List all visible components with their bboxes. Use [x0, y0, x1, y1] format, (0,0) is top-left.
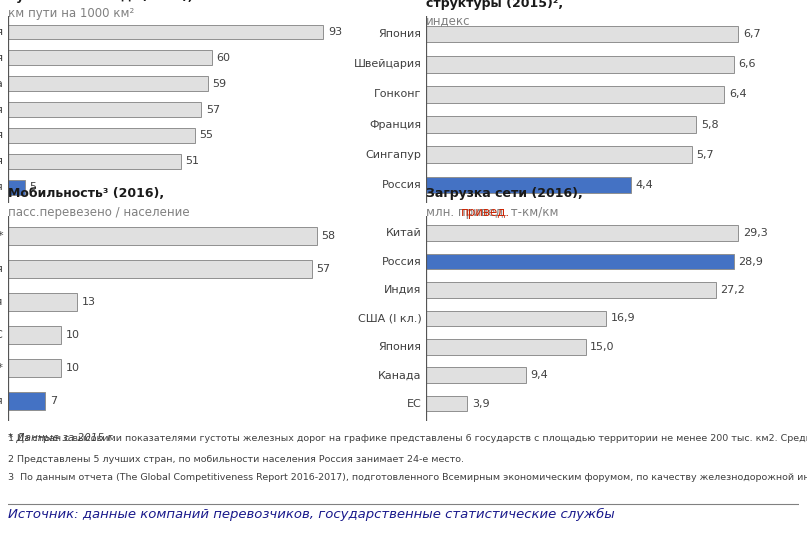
- Text: 93: 93: [328, 27, 342, 37]
- Text: 5,7: 5,7: [696, 150, 713, 159]
- Bar: [8, 392, 45, 410]
- Bar: [8, 50, 211, 65]
- Bar: [8, 103, 202, 117]
- Text: Россия: Россия: [0, 183, 3, 192]
- Text: 58: 58: [322, 231, 336, 241]
- Text: привед.: привед.: [462, 206, 510, 219]
- Text: 16,9: 16,9: [610, 314, 635, 323]
- Text: ЕС: ЕС: [407, 398, 421, 409]
- Text: Россия: Россия: [0, 396, 3, 406]
- Text: 28,9: 28,9: [738, 257, 763, 266]
- Text: 4,4: 4,4: [636, 180, 654, 190]
- Text: Источник: данные компаний перевозчиков, государственные статистические службы: Источник: данные компаний перевозчиков, …: [8, 508, 615, 521]
- Text: 2 Представлены 5 лучших стран, по мобильности населения Россия занимает 24-е мес: 2 Представлены 5 лучших стран, по мобиль…: [8, 455, 464, 465]
- Text: Мобильность³ (2016),: Мобильность³ (2016),: [8, 187, 164, 200]
- Text: Франция: Франция: [0, 130, 3, 141]
- Text: 55: 55: [199, 130, 213, 141]
- Bar: [8, 326, 61, 344]
- Bar: [8, 76, 208, 91]
- Text: Индия: Индия: [384, 285, 421, 295]
- Text: США (I кл.): США (I кл.): [358, 314, 421, 323]
- Bar: [426, 147, 692, 163]
- Text: ЮАР*: ЮАР*: [0, 363, 3, 373]
- Text: 9,4: 9,4: [530, 370, 548, 380]
- Text: 57: 57: [316, 264, 330, 274]
- Text: 59: 59: [212, 78, 227, 89]
- Text: 7: 7: [50, 396, 57, 406]
- Text: 27,2: 27,2: [721, 285, 745, 295]
- Text: Япония: Япония: [378, 342, 421, 352]
- Text: 60: 60: [216, 53, 230, 63]
- Bar: [426, 396, 467, 411]
- Text: 13: 13: [82, 297, 96, 307]
- Text: Сингапур: Сингапур: [366, 150, 421, 159]
- Text: 3  По данным отчета (The Global Competitiveness Report 2016-2017), подготовленно: 3 По данным отчета (The Global Competiti…: [8, 473, 807, 482]
- Bar: [426, 26, 738, 42]
- Text: пасс.перевезено / население: пасс.перевезено / население: [8, 206, 190, 219]
- Text: Густота сети ж.д¹ (2015),: Густота сети ж.д¹ (2015),: [8, 0, 193, 3]
- Text: Гонконг: Гонконг: [374, 90, 421, 99]
- Bar: [8, 359, 61, 377]
- Text: 29,3: 29,3: [742, 228, 767, 238]
- Text: индекс: индекс: [426, 14, 470, 27]
- Bar: [8, 293, 77, 311]
- Bar: [426, 339, 586, 354]
- Text: 6,4: 6,4: [729, 90, 746, 99]
- Text: Япония*: Япония*: [0, 231, 3, 241]
- Text: Россия: Россия: [382, 180, 421, 190]
- Text: Китай: Китай: [386, 228, 421, 238]
- Text: * Данные за 2015 г.: * Данные за 2015 г.: [8, 433, 116, 443]
- Text: Польша: Польша: [0, 78, 3, 89]
- Bar: [426, 253, 734, 270]
- Text: 6,7: 6,7: [742, 29, 760, 39]
- Bar: [426, 117, 696, 133]
- Bar: [8, 154, 181, 169]
- Text: Канада: Канада: [378, 370, 421, 380]
- Bar: [8, 128, 194, 143]
- Bar: [426, 367, 526, 383]
- Text: 1 Из стран с высокими показателями густоты железных дорог на графике представлен: 1 Из стран с высокими показателями густо…: [8, 434, 807, 442]
- Bar: [8, 227, 317, 245]
- Bar: [8, 260, 312, 278]
- Text: Швейцария: Швейцария: [0, 264, 3, 274]
- Text: Россия: Россия: [382, 257, 421, 266]
- Bar: [426, 310, 606, 326]
- Text: Германия: Германия: [0, 27, 3, 37]
- Bar: [426, 282, 716, 297]
- Text: 10: 10: [66, 363, 80, 373]
- Bar: [426, 86, 725, 103]
- Bar: [8, 25, 324, 39]
- Bar: [8, 180, 25, 194]
- Text: 15,0: 15,0: [590, 342, 615, 352]
- Text: ЕС: ЕС: [0, 330, 3, 340]
- Text: Италия: Италия: [0, 105, 3, 114]
- Bar: [426, 177, 631, 193]
- Text: Япония: Япония: [0, 156, 3, 166]
- Text: 10: 10: [66, 330, 80, 340]
- Text: 5,8: 5,8: [700, 120, 718, 129]
- Text: Швейцария: Швейцария: [353, 59, 421, 69]
- Text: 6,6: 6,6: [738, 59, 755, 69]
- Bar: [426, 225, 738, 241]
- Text: км пути на 1000 км²: км пути на 1000 км²: [8, 7, 134, 20]
- Text: млн. привед. т-км/км: млн. привед. т-км/км: [426, 206, 558, 219]
- Text: 5: 5: [30, 183, 36, 192]
- Bar: [426, 56, 734, 72]
- Text: 51: 51: [186, 156, 199, 166]
- Text: Загрузка сети (2016),: Загрузка сети (2016),: [426, 187, 583, 200]
- Text: Норвегия: Норвегия: [0, 297, 3, 307]
- Text: Япония: Япония: [378, 29, 421, 39]
- Text: Франция: Франция: [370, 120, 421, 129]
- Text: 57: 57: [206, 105, 220, 114]
- Text: 3,9: 3,9: [472, 398, 490, 409]
- Text: структуры (2015)²,: структуры (2015)²,: [426, 0, 563, 10]
- Text: Великобритания: Великобритания: [0, 53, 3, 63]
